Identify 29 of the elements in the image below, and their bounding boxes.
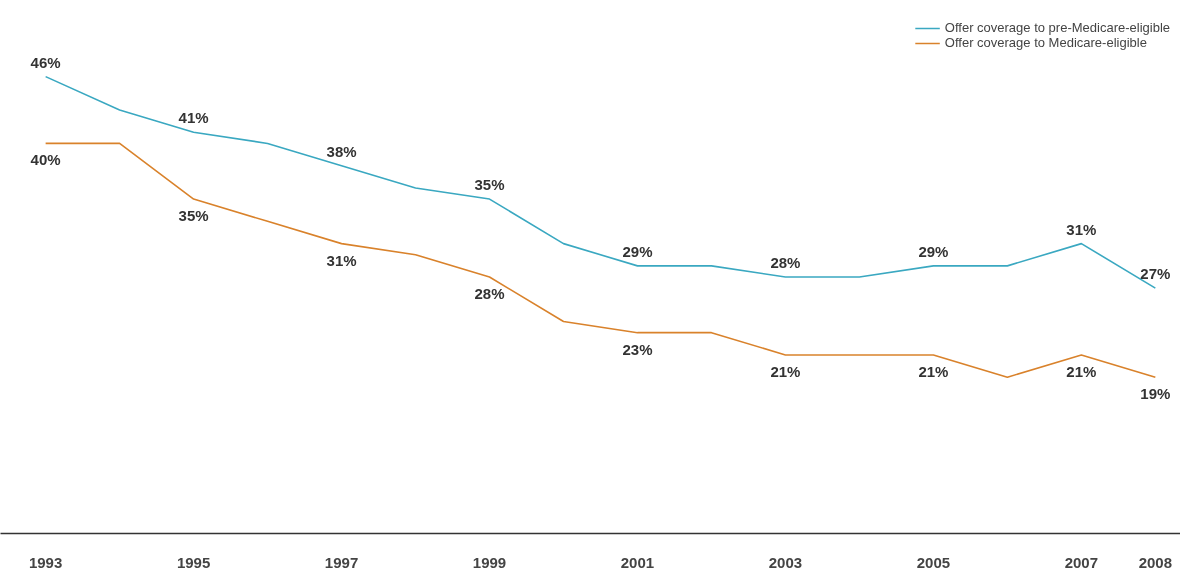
legend-label: Offer coverage to pre-Medicare-eligible <box>944 20 1170 35</box>
x-tick-label: 2008 <box>1138 553 1173 571</box>
data-label: 31% <box>326 251 357 269</box>
data-label: 28% <box>770 254 801 272</box>
data-label: 27% <box>1140 265 1171 283</box>
x-tick-label: 2003 <box>768 553 803 571</box>
data-label: 46% <box>30 53 61 71</box>
x-tick-label: 2005 <box>916 553 951 571</box>
data-label: 31% <box>1066 220 1097 238</box>
data-label: 35% <box>178 207 209 225</box>
x-tick-label: 1999 <box>472 553 507 571</box>
legend-label: Offer coverage to Medicare-eligible <box>944 35 1147 50</box>
data-label: 29% <box>622 242 653 260</box>
data-label: 21% <box>918 362 949 380</box>
data-label: 35% <box>474 176 505 194</box>
data-label: 19% <box>1140 385 1171 403</box>
x-tick-label: 1995 <box>176 553 211 571</box>
data-label: 41% <box>178 109 209 127</box>
x-tick-label: 1997 <box>324 553 359 571</box>
data-label: 38% <box>326 142 357 160</box>
data-label: 21% <box>1066 362 1097 380</box>
x-tick-label: 2001 <box>620 553 655 571</box>
x-tick-label: 2007 <box>1064 553 1099 571</box>
data-label: 23% <box>622 340 653 358</box>
data-label: 40% <box>30 151 61 169</box>
data-label: 29% <box>918 242 949 260</box>
data-label: 28% <box>474 285 505 303</box>
data-label: 21% <box>770 362 801 380</box>
x-tick-label: 1993 <box>28 553 63 571</box>
